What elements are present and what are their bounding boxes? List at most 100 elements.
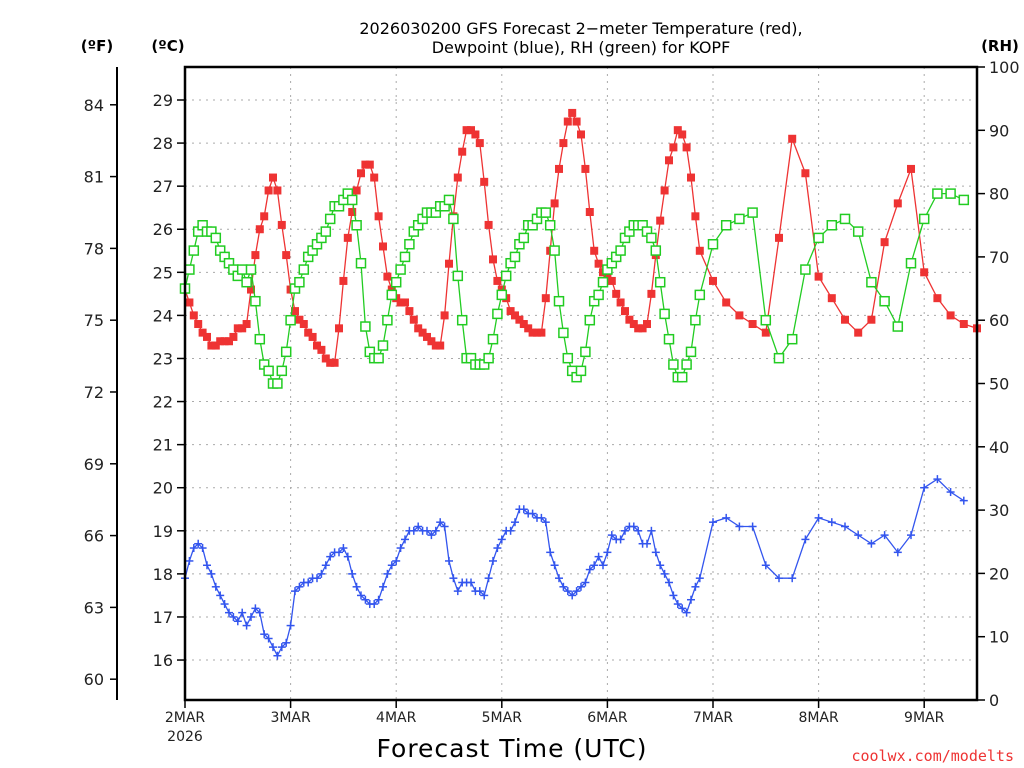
temperature-point	[326, 358, 335, 367]
celsius-tick-label: 19	[153, 522, 173, 541]
rh-point	[355, 257, 367, 269]
rh-point	[549, 245, 560, 256]
dewpoint-point	[361, 595, 370, 604]
dewpoint-point	[286, 621, 295, 630]
temperature-point	[673, 126, 682, 135]
rh-point	[558, 327, 569, 339]
rh-point	[707, 238, 719, 250]
dewpoint-point	[959, 496, 968, 505]
rh-tick-label: 100	[989, 58, 1020, 77]
temperature-point	[365, 160, 374, 169]
temperature-point	[528, 328, 537, 337]
rh-point	[663, 333, 675, 345]
celsius-tick-label: 20	[153, 479, 173, 498]
rh-point	[650, 245, 662, 256]
temperature-point	[220, 337, 229, 346]
dewpoint-point	[656, 561, 665, 570]
dewpoint-point	[643, 539, 651, 548]
dewpoint-point	[304, 578, 313, 587]
temperature-point	[946, 311, 955, 320]
temperature-point	[687, 173, 695, 182]
credit-link[interactable]: coolwx.com/modelts	[851, 747, 1014, 765]
rh-point	[540, 207, 552, 218]
rh-point	[250, 295, 261, 307]
grid-lines	[185, 67, 977, 700]
rh-point	[346, 194, 358, 206]
temperature-point	[427, 337, 436, 346]
dewpoint-point	[251, 604, 260, 613]
temperature-point	[577, 130, 585, 139]
rh-point	[690, 314, 701, 326]
rh-point	[298, 264, 310, 275]
rh-point	[390, 276, 402, 288]
rh-tick-label: 40	[989, 438, 1009, 457]
temperature-point	[343, 233, 352, 242]
rh-point	[272, 378, 283, 389]
dewpoint-point	[475, 587, 484, 596]
rh-point	[276, 365, 288, 377]
temperature-point	[383, 272, 392, 281]
x-tick-label: 3MAR	[270, 710, 311, 726]
temperature-point	[629, 320, 638, 329]
temperature-point	[893, 199, 902, 208]
temperature-point	[431, 341, 440, 350]
dewpoint-point	[352, 582, 361, 591]
rh-point	[905, 257, 917, 269]
fahrenheit-tick-label: 69	[84, 455, 104, 474]
rh-point	[786, 333, 798, 345]
temperature-point	[489, 255, 497, 264]
dewpoint-point	[788, 574, 797, 583]
rh-point	[879, 295, 890, 307]
temperature-point	[682, 143, 691, 152]
fahrenheit-tick-label: 72	[84, 383, 104, 402]
dewpoint-point	[229, 612, 238, 621]
dewpoint-point	[577, 582, 585, 591]
rh-point	[734, 213, 745, 225]
temperature-point	[198, 328, 207, 337]
temperature-point	[541, 294, 550, 303]
temperature-point	[709, 276, 717, 285]
dewpoint-point	[383, 569, 392, 578]
dewpoint-point	[893, 548, 902, 557]
rh-point	[544, 220, 556, 231]
dewpoint-point	[313, 574, 321, 583]
temperature-point	[277, 220, 286, 229]
rh-point	[676, 371, 688, 383]
temperature-point	[691, 212, 700, 221]
dewpoint-point	[207, 569, 216, 578]
rh-point	[593, 289, 604, 301]
temperature-point	[335, 324, 343, 333]
dewpoint-point	[414, 522, 423, 531]
temperature-point	[933, 294, 942, 303]
rh-tick-label: 30	[989, 501, 1009, 520]
temperature-point	[194, 320, 203, 329]
rh-point	[377, 340, 389, 351]
temperature-point	[497, 285, 506, 294]
rh-point	[188, 245, 200, 256]
rh-point	[932, 188, 943, 199]
dewpoint-point	[585, 565, 594, 574]
rh-point	[320, 226, 332, 237]
temperature-point	[550, 199, 559, 208]
dewpoint-point	[379, 582, 387, 591]
rh-point	[646, 232, 657, 244]
temperature-point	[273, 186, 282, 195]
rh-tick-label: 0	[989, 691, 999, 710]
dewpoint-point	[907, 531, 915, 540]
dewpoint-point	[264, 634, 273, 643]
rh-point	[404, 238, 415, 250]
rh-point	[210, 232, 222, 244]
temperature-point	[409, 315, 418, 324]
rh-point	[584, 314, 596, 326]
dewpoint-point	[291, 587, 299, 596]
dewpoint-point	[445, 556, 453, 565]
rh-point	[373, 352, 384, 364]
temperature-point	[660, 186, 669, 195]
dewpoint-point	[480, 591, 489, 600]
dewpoint-point	[678, 604, 687, 613]
dewpoint-point	[440, 522, 449, 531]
temperature-point	[414, 324, 423, 333]
dewpoint-point	[550, 561, 559, 570]
temperature-point	[357, 169, 365, 178]
